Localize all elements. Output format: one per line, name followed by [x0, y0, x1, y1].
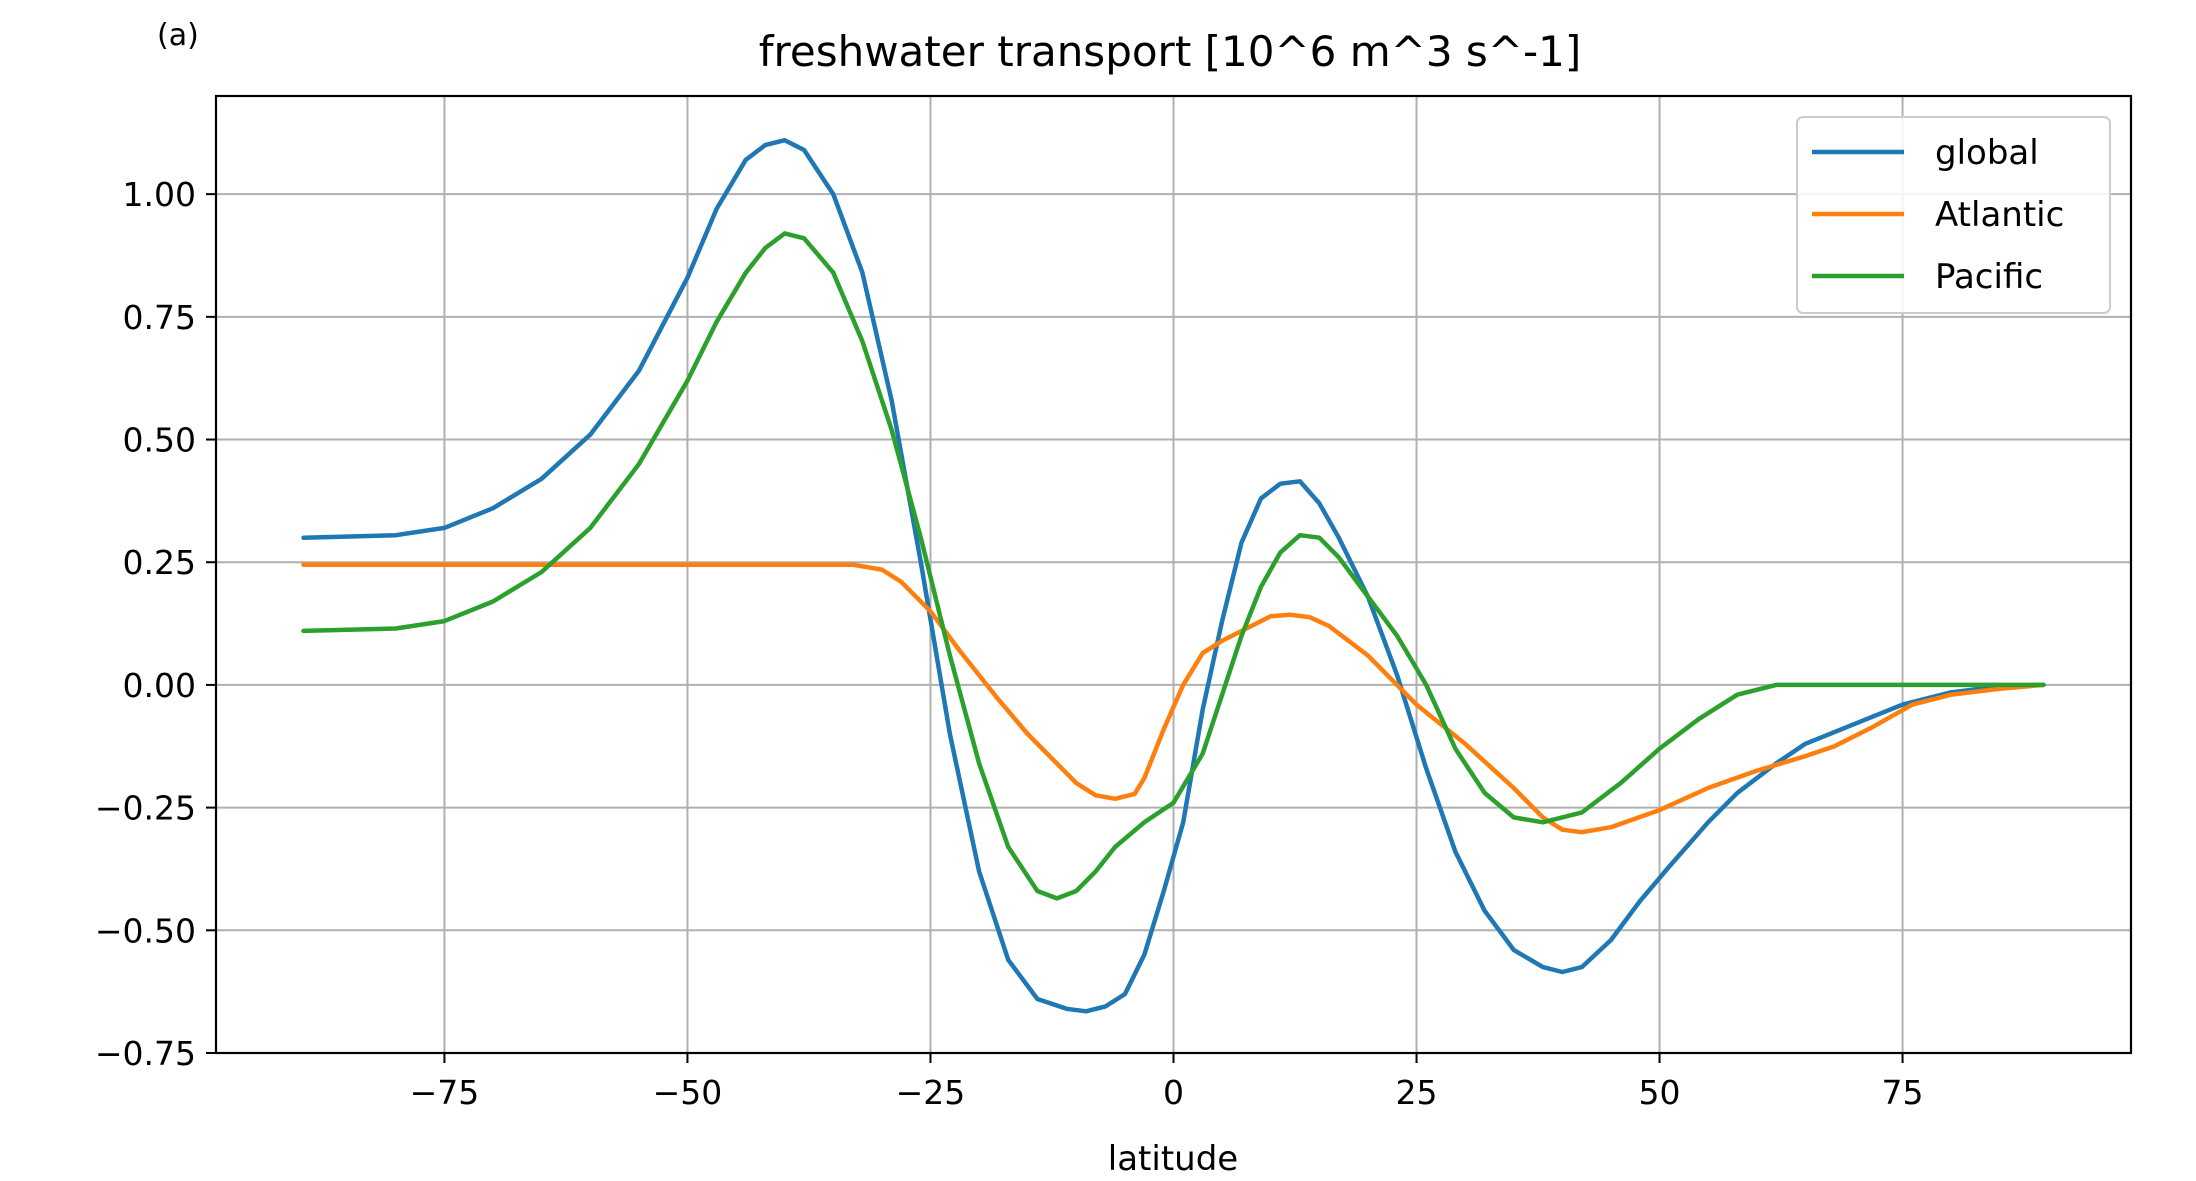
y-tick-label: 0.00 — [123, 666, 196, 705]
legend-label-pacific: Pacific — [1935, 257, 2043, 297]
x-tick-label: −25 — [896, 1073, 966, 1112]
x-tick-label: 25 — [1396, 1073, 1438, 1112]
axis-ticks: −75 −50 −25 0 25 50 75 −0.75 −0.50 −0.25 0.00 0.25 0… — [95, 175, 1924, 1112]
y-tick-label: 1.00 — [123, 175, 196, 214]
y-tick-label: −0.50 — [95, 911, 196, 950]
series-line-global — [301, 137, 2046, 1014]
legend: global Atlantic Pacific — [1796, 116, 2111, 314]
y-tick-label: 0.50 — [123, 421, 196, 460]
x-tick-label: −75 — [410, 1073, 480, 1112]
x-tick-label: 0 — [1163, 1073, 1184, 1112]
y-tick-label: −0.25 — [95, 789, 196, 828]
panel-label: (a) — [157, 18, 199, 53]
x-tick-label: 75 — [1882, 1073, 1924, 1112]
y-tick-label: 0.25 — [123, 543, 196, 582]
plot-lines — [301, 137, 2046, 1014]
series-line-atlantic — [301, 562, 2046, 835]
legend-label-global: global — [1935, 133, 2039, 173]
legend-box — [1796, 116, 2111, 314]
x-axis-label: latitude — [1108, 1139, 1238, 1179]
x-tick-label: 50 — [1639, 1073, 1681, 1112]
y-tick-label: −0.75 — [95, 1034, 196, 1073]
grid — [216, 96, 2131, 1054]
series-line-pacific — [301, 231, 2046, 901]
y-tick-label: 0.75 — [123, 298, 196, 337]
chart-title: freshwater transport [10^6 m^3 s^-1] — [759, 27, 1582, 76]
x-tick-label: −50 — [653, 1073, 723, 1112]
legend-label-atlantic: Atlantic — [1935, 195, 2064, 235]
